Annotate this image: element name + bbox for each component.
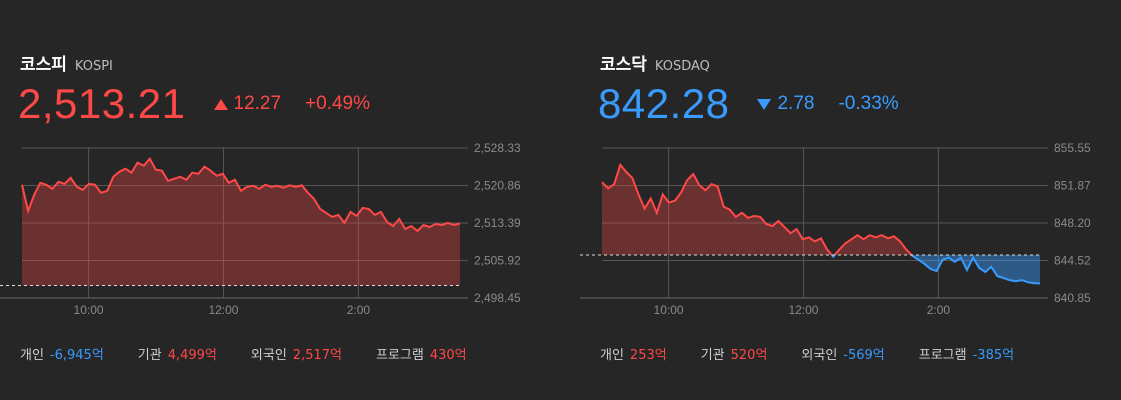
flow-value: 4,499억 xyxy=(167,348,217,363)
y-tick-label: 840.85 xyxy=(1054,291,1091,305)
y-tick-label: 855.55 xyxy=(1054,141,1091,155)
kospi-flow-institution: 기관 4,499억 xyxy=(138,344,217,363)
y-tick-label: 848.20 xyxy=(1054,216,1091,230)
kosdaq-flow-foreign: 외국인 -569억 xyxy=(801,344,884,363)
kospi-title: 코스피 KOSPI xyxy=(20,50,113,75)
flow-label: 프로그램 xyxy=(918,348,967,363)
kosdaq-change: 2.78 xyxy=(757,93,814,115)
kospi-change-pct: +0.49% xyxy=(305,93,371,114)
y-tick-label: 851.87 xyxy=(1054,179,1091,193)
kosdaq-flow-individual: 개인 253억 xyxy=(600,344,667,363)
series-line-up xyxy=(601,162,914,256)
kospi-name-ko: 코스피 xyxy=(20,55,67,75)
kosdaq-chart[interactable]: 855.55 851.87 848.20 844.52 840.85 10:00 12:00… xyxy=(580,140,1120,320)
kospi-flows: 개인 -6,945억 기관 4,499억 외국인 2,517억 프로그램 430… xyxy=(20,344,501,363)
kospi-change: 12.27 xyxy=(213,93,282,115)
kosdaq-panel[interactable]: 코스닥 KOSDAQ 842.28 2.78 -0.33% 855.55 851.… xyxy=(580,0,1120,400)
flow-label: 개인 xyxy=(600,348,624,363)
x-tick-label: 12:00 xyxy=(788,303,818,317)
flow-label: 프로그램 xyxy=(375,348,424,363)
kosdaq-flows: 개인 253억 기관 520억 외국인 -569억 프로그램 -385억 xyxy=(600,344,1048,363)
x-tick-label: 2:00 xyxy=(927,303,951,317)
kospi-panel[interactable]: 코스피 KOSPI 2,513.21 12.27 +0.49% 2,528.33… xyxy=(0,0,540,400)
down-arrow-icon xyxy=(757,98,772,110)
kosdaq-title: 코스닥 KOSDAQ xyxy=(600,50,710,75)
kosdaq-name-en: KOSDAQ xyxy=(654,59,710,74)
kospi-price-row: 2,513.21 12.27 +0.49% xyxy=(18,80,370,128)
y-tick-label: 2,505.92 xyxy=(474,254,521,268)
x-tick-label: 10:00 xyxy=(654,303,684,317)
y-tick-label: 2,513.39 xyxy=(474,216,521,230)
flow-label: 개인 xyxy=(20,348,44,363)
kospi-name-en: KOSPI xyxy=(74,59,113,74)
kosdaq-price: 842.28 xyxy=(598,80,730,127)
flow-value: -6,945억 xyxy=(49,348,104,363)
y-tick-label: 2,528.33 xyxy=(474,141,521,155)
area-up xyxy=(602,164,912,256)
kospi-change-value: 12.27 xyxy=(233,93,282,114)
flow-label: 기관 xyxy=(137,348,162,363)
kospi-chart[interactable]: 2,528.33 2,520.86 2,513.39 2,505.92 2,498.45… xyxy=(0,140,540,320)
y-tick-label: 2,498.45 xyxy=(474,291,521,305)
series-line-up xyxy=(21,156,461,233)
kospi-price: 2,513.21 xyxy=(18,80,186,127)
x-tick-label: 12:00 xyxy=(208,303,238,317)
flow-value: 253억 xyxy=(629,348,667,363)
kospi-flow-program: 프로그램 430억 xyxy=(376,344,467,363)
series-line-down xyxy=(830,255,1041,285)
kosdaq-name-ko: 코스닥 xyxy=(600,55,647,75)
flow-label: 외국인 xyxy=(801,348,838,363)
up-arrow-icon xyxy=(213,98,228,110)
kosdaq-flow-institution: 기관 520억 xyxy=(701,344,768,363)
flow-value: 430억 xyxy=(429,348,467,363)
area-up xyxy=(22,158,460,286)
flow-value: -569억 xyxy=(843,348,885,363)
area-down xyxy=(602,255,1040,284)
y-tick-label: 844.52 xyxy=(1054,254,1091,268)
flow-value: 2,517억 xyxy=(292,348,342,363)
kosdaq-flow-program: 프로그램 -385억 xyxy=(919,344,1014,363)
kosdaq-change-pct: -0.33% xyxy=(838,93,899,114)
kospi-flow-foreign: 외국인 2,517억 xyxy=(251,344,342,363)
y-tick-label: 2,520.86 xyxy=(474,179,521,193)
flow-value: 520억 xyxy=(730,348,768,363)
x-tick-label: 2:00 xyxy=(347,303,371,317)
kosdaq-price-row: 842.28 2.78 -0.33% xyxy=(598,80,899,128)
x-tick-label: 10:00 xyxy=(74,303,104,317)
kospi-flow-individual: 개인 -6,945억 xyxy=(20,344,104,363)
kosdaq-change-value: 2.78 xyxy=(777,93,815,114)
flow-label: 기관 xyxy=(700,348,725,363)
flow-value: -385억 xyxy=(972,348,1015,363)
flow-label: 외국인 xyxy=(250,348,287,363)
